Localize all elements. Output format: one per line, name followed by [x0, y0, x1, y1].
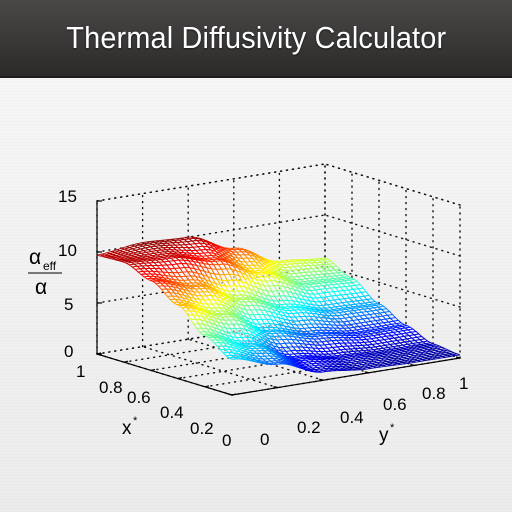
gridline: [324, 214, 461, 257]
x-tick-label: 1: [76, 362, 85, 381]
y-axis-line: [231, 357, 461, 396]
y-axis-label: y *: [379, 422, 395, 446]
gridline: [324, 265, 461, 308]
y-tick-label: 0.8: [422, 384, 446, 403]
x-tick-labels: 1 0.8 0.6 0.4 0.2 0: [76, 362, 231, 450]
y-tick-label: 1: [459, 374, 468, 393]
z-axis-label: α eff α: [28, 246, 62, 299]
x-tick-label: 0.4: [160, 403, 184, 422]
z-tick-label: 5: [64, 295, 73, 314]
axes: [96, 200, 461, 396]
x-tick: [177, 377, 183, 380]
y-tick: [455, 356, 461, 359]
x-tick: [204, 385, 210, 388]
x-label-sup: *: [133, 415, 138, 427]
x-tick-label: 0: [222, 431, 231, 450]
gridline: [187, 338, 324, 381]
gridline: [324, 163, 461, 206]
z-tick-labels: 0 5 10 15: [58, 187, 77, 361]
y-tick-label: 0.4: [340, 408, 364, 427]
x-axis-line: [96, 353, 233, 396]
x-tick-label: 0.6: [127, 388, 151, 407]
z-tick-label: 0: [64, 342, 73, 361]
y-tick-labels: 0 0.2 0.4 0.6 0.8 1: [260, 374, 468, 449]
y-tick: [410, 363, 415, 366]
y-tick: [273, 386, 278, 389]
gridline: [96, 163, 326, 202]
x-tick: [150, 368, 156, 371]
z-label-numerator: α: [29, 246, 41, 269]
y-tick: [364, 371, 369, 374]
x-tick-label: 0.2: [190, 419, 214, 438]
z-tick-label: 10: [58, 241, 77, 260]
surface-cell: [227, 357, 239, 360]
x-tick: [231, 393, 237, 396]
y-tick: [319, 378, 324, 381]
gridline: [141, 345, 279, 389]
x-label-text: x: [122, 418, 132, 439]
z-label-denominator: α: [35, 276, 47, 299]
y-tick-label: 0.2: [297, 418, 321, 437]
y-tick: [227, 393, 233, 396]
y-label-sup: *: [390, 422, 395, 434]
z-tick-label: 15: [58, 187, 77, 206]
surface-mesh: [96, 236, 461, 373]
y-tick-label: 0: [260, 430, 269, 449]
y-tick-label: 0.6: [383, 395, 407, 414]
x-axis-label: x *: [122, 415, 138, 439]
y-label-text: y: [379, 425, 389, 446]
app-title: Thermal Diffusivity Calculator: [66, 20, 446, 55]
z-label-subscript: eff: [43, 259, 57, 273]
gridline: [96, 214, 326, 253]
x-tick: [123, 360, 129, 363]
x-tick-label: 0.8: [99, 378, 123, 397]
title-bar: Thermal Diffusivity Calculator: [0, 0, 512, 78]
